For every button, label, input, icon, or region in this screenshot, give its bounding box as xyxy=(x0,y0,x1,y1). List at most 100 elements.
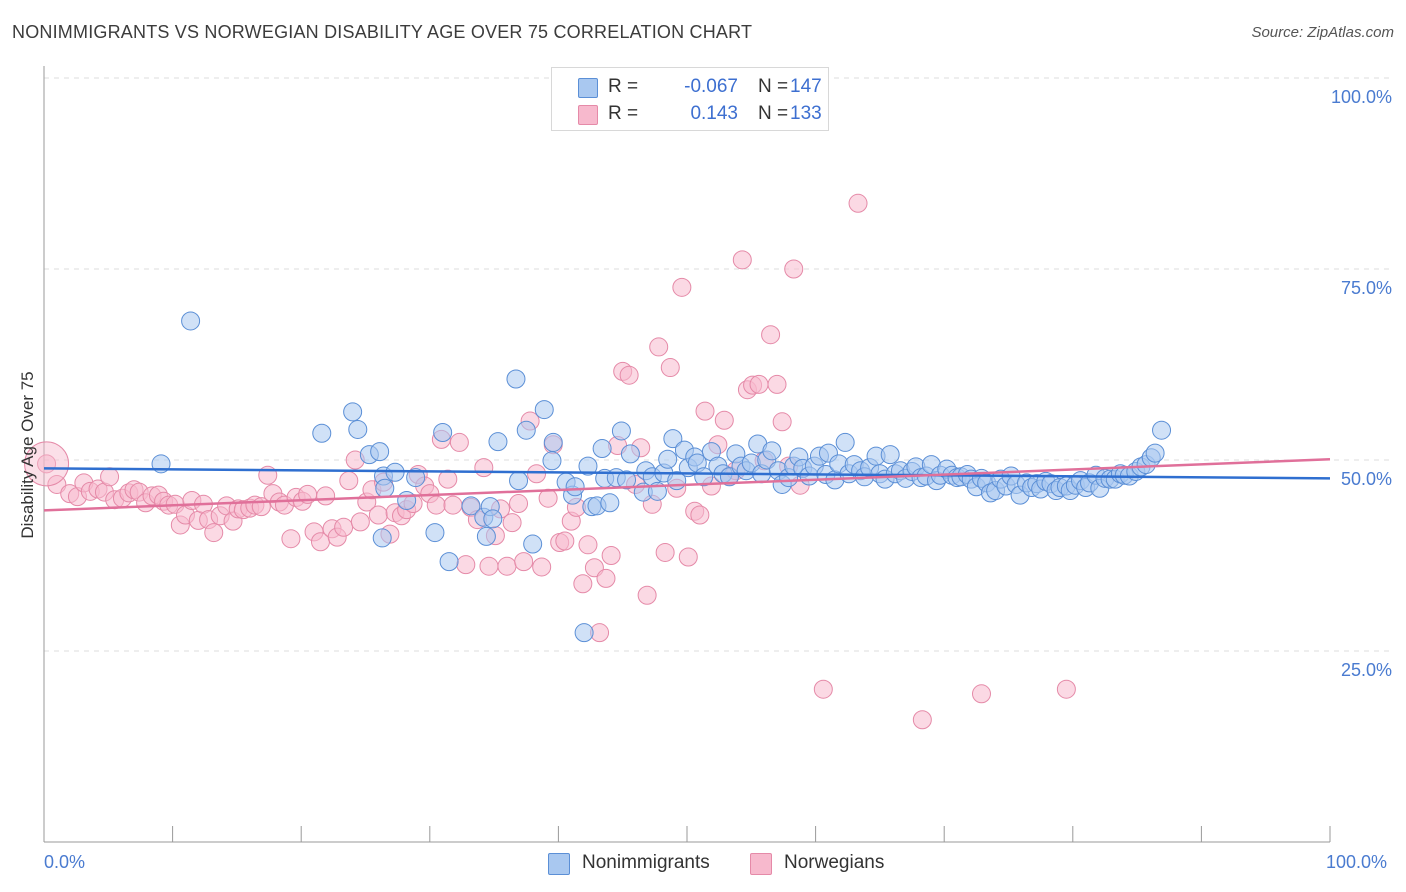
legend-r-label: R = xyxy=(608,103,639,124)
data-point xyxy=(348,419,368,439)
data-point xyxy=(678,547,698,567)
legend-n-value: 147 xyxy=(790,76,822,97)
data-point xyxy=(695,401,715,421)
data-point xyxy=(506,369,526,389)
data-point xyxy=(483,509,503,529)
data-point xyxy=(573,574,593,594)
data-point xyxy=(509,494,529,514)
data-point xyxy=(368,505,388,525)
data-point xyxy=(611,421,631,441)
data-point xyxy=(24,441,70,487)
data-point xyxy=(312,423,332,443)
data-point xyxy=(474,458,494,478)
data-point xyxy=(880,445,900,465)
data-point xyxy=(565,477,585,497)
data-point xyxy=(406,468,426,488)
data-point xyxy=(835,432,855,452)
data-point xyxy=(181,311,201,331)
data-point xyxy=(497,556,517,576)
data-point xyxy=(488,432,508,452)
data-point xyxy=(509,471,529,491)
data-point xyxy=(762,441,782,461)
data-point xyxy=(813,679,833,699)
data-point xyxy=(372,528,392,548)
data-point xyxy=(1056,679,1076,699)
data-point xyxy=(542,451,562,471)
data-point xyxy=(350,512,370,532)
legend-swatch-blue xyxy=(548,853,570,875)
y-tick-label: 100.0% xyxy=(1330,87,1392,107)
data-point xyxy=(848,193,868,213)
data-point xyxy=(784,259,804,279)
data-point xyxy=(439,552,459,572)
data-point xyxy=(772,412,792,432)
data-point xyxy=(578,535,598,555)
data-point xyxy=(523,534,543,554)
legend-swatch-pink xyxy=(578,105,598,125)
data-point xyxy=(617,470,637,490)
data-point xyxy=(601,546,621,565)
legend-n-value: 133 xyxy=(790,103,822,124)
legend-swatch-blue xyxy=(578,78,598,98)
trend-lines xyxy=(43,457,1331,512)
data-point xyxy=(971,684,991,704)
data-point xyxy=(637,585,657,605)
data-point xyxy=(767,374,787,394)
data-point xyxy=(912,710,932,730)
data-point xyxy=(316,486,336,506)
data-point xyxy=(281,529,301,549)
data-point xyxy=(449,432,469,452)
data-point xyxy=(479,556,499,576)
data-point xyxy=(370,442,390,462)
data-point xyxy=(690,505,710,525)
data-point xyxy=(443,495,463,515)
x-tick-label: 0.0% xyxy=(44,852,86,872)
data-point xyxy=(749,374,769,394)
data-point xyxy=(555,531,575,551)
legend-label: Nonimmigrants xyxy=(582,852,710,873)
data-point xyxy=(538,488,558,508)
data-point xyxy=(732,250,752,270)
legend-r-value: 0.143 xyxy=(690,103,738,124)
data-point xyxy=(426,495,446,515)
trend-line-norwegians xyxy=(43,457,1331,512)
chart-title: NONIMMIGRANTS VS NORWEGIAN DISABILITY AG… xyxy=(12,22,753,42)
data-point xyxy=(343,402,363,422)
data-point xyxy=(660,358,680,378)
data-point xyxy=(339,471,359,491)
y-tick-label: 75.0% xyxy=(1340,278,1392,298)
data-point xyxy=(761,325,781,345)
data-point xyxy=(714,410,734,430)
data-point xyxy=(600,493,620,513)
data-point xyxy=(1145,443,1165,463)
data-point xyxy=(672,277,692,297)
data-point xyxy=(334,517,354,537)
data-point xyxy=(534,400,554,420)
legend-n-label: N = xyxy=(758,76,789,97)
trend-line-nonimmigrants xyxy=(43,467,1331,480)
legend-n-label: N = xyxy=(758,103,789,124)
data-point xyxy=(514,552,534,572)
data-point xyxy=(1152,420,1172,440)
correlation-legend: R = -0.067 N = 147 R = 0.143 N = 133 xyxy=(551,67,829,131)
data-point xyxy=(649,337,669,357)
data-point xyxy=(375,478,395,498)
data-point xyxy=(592,439,612,459)
data-point xyxy=(425,523,445,543)
data-point xyxy=(502,513,522,533)
y-axis-label: Disability Age Over 75 xyxy=(18,371,37,539)
x-tick-label: 100.0% xyxy=(1326,852,1388,872)
data-point xyxy=(527,464,547,484)
data-point xyxy=(619,365,639,385)
data-point xyxy=(543,432,563,452)
y-tick-label: 25.0% xyxy=(1340,660,1392,680)
axes xyxy=(43,66,1331,843)
data-point xyxy=(655,542,675,562)
data-point xyxy=(397,490,417,510)
data-point xyxy=(663,429,683,449)
legend-r-label: R = xyxy=(608,76,639,97)
source-label: Source: ZipAtlas.com xyxy=(1251,24,1394,41)
data-point xyxy=(204,523,224,543)
legend-swatch-pink xyxy=(750,853,772,875)
